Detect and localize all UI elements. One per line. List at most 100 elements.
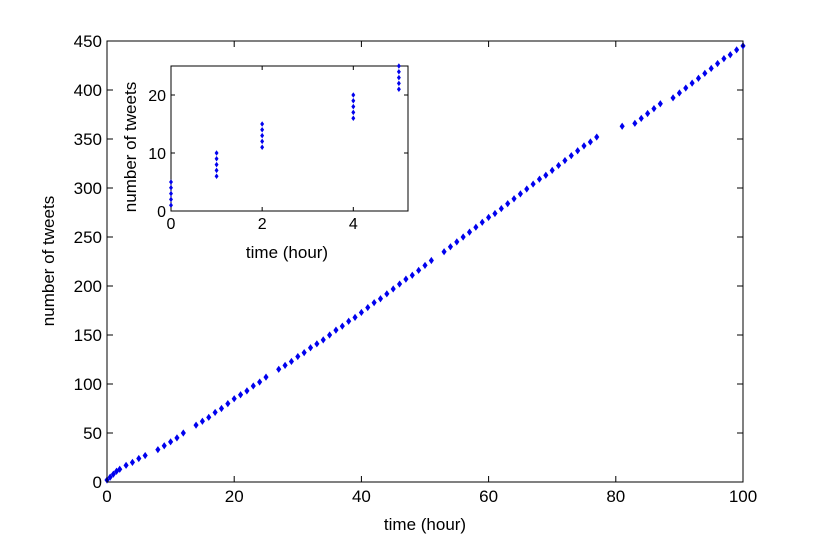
main-x-tick-label: 100 — [729, 487, 757, 506]
inset-y-tick-label: 20 — [148, 88, 166, 105]
main-point — [129, 458, 136, 466]
main-point — [390, 285, 396, 293]
main-point — [193, 421, 199, 429]
inset-point — [260, 127, 265, 133]
main-point — [473, 223, 479, 231]
inset-point — [396, 74, 401, 81]
main-point — [721, 55, 727, 63]
main-point — [307, 344, 314, 352]
main-point — [575, 147, 581, 155]
main-x-tick-label: 40 — [352, 487, 371, 506]
main-y-tick-label: 150 — [74, 326, 102, 345]
main-point — [199, 417, 205, 425]
inset-point — [396, 80, 401, 87]
main-point — [295, 352, 301, 361]
main-point — [632, 119, 638, 127]
main-point — [689, 79, 695, 87]
main-point — [581, 142, 587, 150]
main-point — [123, 461, 129, 469]
main-point — [441, 248, 447, 256]
main-point — [536, 175, 543, 183]
main-point — [492, 209, 498, 218]
main-point — [505, 200, 511, 208]
main-point — [288, 357, 295, 366]
main-point — [301, 349, 307, 357]
main-point — [479, 218, 485, 226]
main-y-tick-label: 50 — [83, 424, 102, 443]
main-point — [161, 442, 167, 450]
inset-point — [214, 150, 219, 156]
main-point — [320, 336, 326, 344]
main-point — [714, 59, 721, 68]
main-point — [670, 94, 676, 102]
inset-point — [169, 196, 173, 203]
inset-point — [260, 138, 265, 145]
main-point — [110, 470, 116, 478]
main-point — [384, 290, 390, 298]
main-point — [466, 228, 473, 236]
main-y-tick-label: 200 — [74, 277, 102, 296]
main-point — [282, 361, 288, 369]
main-point — [346, 317, 352, 325]
main-point — [231, 395, 237, 403]
inset-point — [169, 179, 173, 185]
main-point — [524, 185, 530, 193]
main-x-tick-label: 20 — [225, 487, 244, 506]
main-point — [377, 295, 384, 303]
main-point — [460, 233, 466, 241]
main-point — [396, 280, 403, 288]
main-point — [555, 161, 562, 170]
main-point — [257, 378, 263, 386]
main-y-tick-label: 0 — [93, 473, 102, 492]
main-point — [314, 340, 320, 348]
inset-point — [396, 69, 401, 75]
main-point — [657, 100, 663, 108]
main-point — [638, 114, 644, 123]
inset-point — [396, 63, 401, 69]
main-point — [371, 299, 377, 307]
main-point — [683, 84, 689, 92]
main-point — [174, 434, 180, 442]
main-point — [645, 109, 651, 118]
main-point — [327, 331, 333, 339]
main-y-tick-label: 100 — [74, 375, 102, 394]
main-point — [422, 261, 428, 270]
main-point — [530, 180, 536, 188]
main-point — [416, 266, 422, 274]
main-y-tick-label: 300 — [74, 179, 102, 198]
main-x-tick-label: 80 — [606, 487, 625, 506]
main-y-axis-label: number of tweets — [39, 196, 58, 326]
main-point — [676, 89, 682, 97]
main-y-tick-label: 450 — [74, 32, 102, 51]
main-point — [549, 166, 555, 174]
main-point — [107, 473, 113, 481]
inset-x-axis-label: time (hour) — [246, 243, 328, 262]
main-point — [568, 152, 574, 160]
main-point — [333, 326, 339, 334]
main-point — [543, 171, 549, 179]
main-point — [708, 64, 714, 73]
main-point — [136, 454, 142, 463]
main-point — [587, 138, 593, 146]
inset-y-tick-label: 0 — [157, 204, 166, 221]
inset-plot-frame — [170, 65, 409, 212]
inset-point — [260, 144, 265, 150]
inset-point — [260, 132, 265, 139]
main-point — [562, 156, 568, 165]
main-point — [734, 46, 740, 54]
inset-x-tick-label: 0 — [167, 216, 176, 233]
main-point — [409, 271, 415, 279]
main-point — [352, 313, 358, 321]
main-y-tick-label: 400 — [74, 81, 102, 100]
main-y-tick-label: 350 — [74, 130, 102, 149]
main-point — [142, 451, 148, 460]
main-point — [486, 213, 492, 221]
main-point — [250, 382, 256, 390]
inset-plot: 0 2 4 0 10 20 time (hour) number of tweets — [121, 63, 409, 262]
main-point — [517, 190, 523, 198]
main-point — [225, 400, 231, 408]
main-data-points — [104, 42, 746, 484]
main-point — [702, 69, 708, 77]
